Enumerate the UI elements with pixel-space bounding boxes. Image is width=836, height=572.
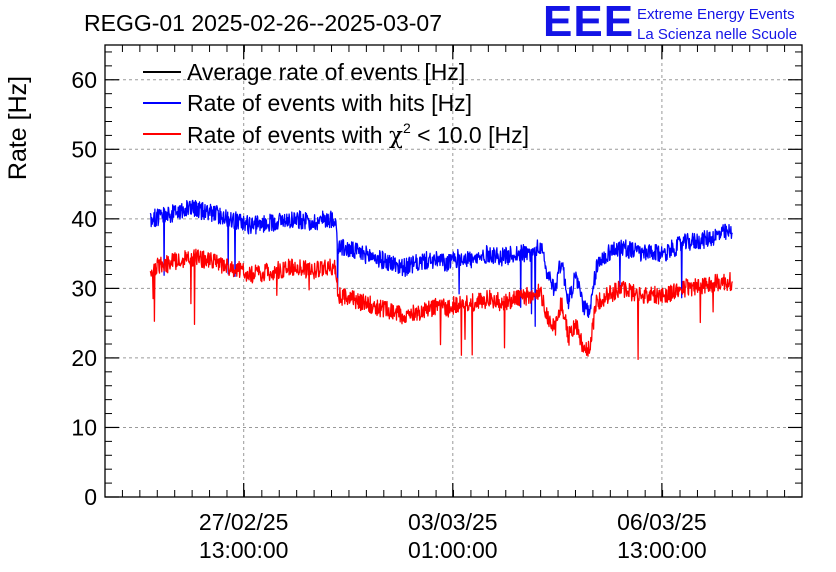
y-axis-label: Rate [Hz]: [4, 76, 32, 180]
legend-chi2-superscript: 2: [403, 120, 411, 136]
series-line-chi2: [149, 248, 733, 361]
series-layer: [149, 199, 733, 361]
y-tick-label: 0: [84, 484, 97, 510]
x-tick-label-time: 13:00:00: [617, 537, 707, 563]
x-tick-label-date: 03/03/25: [408, 509, 498, 535]
legend-chi2-symbol: χ: [389, 123, 403, 149]
y-tick-label: 30: [71, 275, 97, 301]
axis-labels: 010203040506027/02/2513:00:0003/03/2501:…: [71, 67, 706, 563]
eee-logo-line1: Extreme Energy Events: [637, 6, 795, 23]
axis-ticks: [105, 45, 802, 498]
y-tick-label: 50: [71, 136, 97, 162]
y-tick-label: 10: [71, 414, 97, 440]
x-tick-label-date: 06/03/25: [617, 509, 707, 535]
y-tick-label: 20: [71, 345, 97, 371]
x-tick-label-date: 27/02/25: [199, 509, 289, 535]
x-tick-label-time: 01:00:00: [408, 537, 498, 563]
y-tick-label: 60: [71, 67, 97, 93]
legend-chi2-post: < 10.0 [Hz]: [411, 122, 529, 148]
eee-logo-mark: EEE: [543, 0, 635, 46]
chart-title: REGG-01 2025-02-26--2025-03-07: [84, 10, 442, 36]
legend-label-chi2: Rate of events with χ2 < 10.0 [Hz]: [187, 120, 529, 149]
x-tick-label-time: 13:00:00: [199, 537, 289, 563]
legend-chi2-pre: Rate of events with: [187, 122, 389, 148]
eee-logo: EEE Extreme Energy Events La Scienza nel…: [543, 0, 836, 46]
series-line-hits: [149, 199, 733, 327]
legend: Average rate of events [Hz] Rate of even…: [143, 59, 529, 149]
legend-label-hits: Rate of events with hits [Hz]: [187, 90, 472, 116]
eee-logo-line2: La Scienza nelle Scuole: [637, 26, 798, 43]
legend-label-average: Average rate of events [Hz]: [187, 59, 465, 85]
y-tick-label: 40: [71, 206, 97, 232]
